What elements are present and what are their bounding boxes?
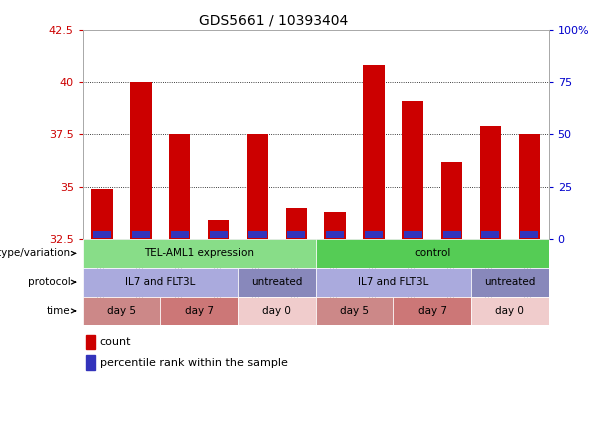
Bar [404,231,422,238]
Bar [481,231,500,238]
Text: control: control [414,248,451,258]
Text: IL7 and FLT3L: IL7 and FLT3L [358,277,428,287]
Text: count: count [100,337,131,347]
Bar [519,135,540,239]
Bar [208,220,229,239]
Text: day 5: day 5 [340,306,369,316]
Text: IL7 and FLT3L: IL7 and FLT3L [125,277,196,287]
Bar [169,135,191,239]
Bar [316,268,471,297]
Bar [210,231,227,238]
Text: genotype/variation: genotype/variation [0,248,70,258]
Bar [91,189,113,239]
Text: day 0: day 0 [262,306,291,316]
Text: TEL-AML1 expression: TEL-AML1 expression [144,248,254,258]
Bar [93,231,111,238]
Bar [471,268,549,297]
Bar [86,355,94,370]
Bar [364,65,384,239]
Bar [402,101,424,239]
Bar [171,231,189,238]
Text: day 7: day 7 [417,306,447,316]
Bar [86,335,94,349]
Bar [83,239,316,268]
Text: untreated: untreated [484,277,536,287]
Text: day 5: day 5 [107,306,136,316]
Bar [161,297,238,325]
Text: GDS5661 / 10393404: GDS5661 / 10393404 [199,13,348,27]
Bar [286,208,307,239]
Bar [238,297,316,325]
Text: untreated: untreated [251,277,303,287]
Bar [324,212,346,239]
Bar [238,268,316,297]
Text: protocol: protocol [28,277,70,287]
Bar [520,231,538,238]
Bar [247,135,268,239]
Bar [443,231,460,238]
Bar [365,231,383,238]
Bar [394,297,471,325]
Bar [316,297,394,325]
Bar [248,231,267,238]
Text: time: time [47,306,70,316]
Bar [131,82,151,239]
Bar [83,268,238,297]
Text: day 0: day 0 [495,306,524,316]
Bar [132,231,150,238]
Bar [287,231,305,238]
Bar [316,239,549,268]
Bar [441,162,462,239]
Text: day 7: day 7 [185,306,214,316]
Bar [326,231,344,238]
Bar [471,297,549,325]
Text: percentile rank within the sample: percentile rank within the sample [100,357,287,368]
Bar [480,126,501,239]
Bar [83,297,161,325]
